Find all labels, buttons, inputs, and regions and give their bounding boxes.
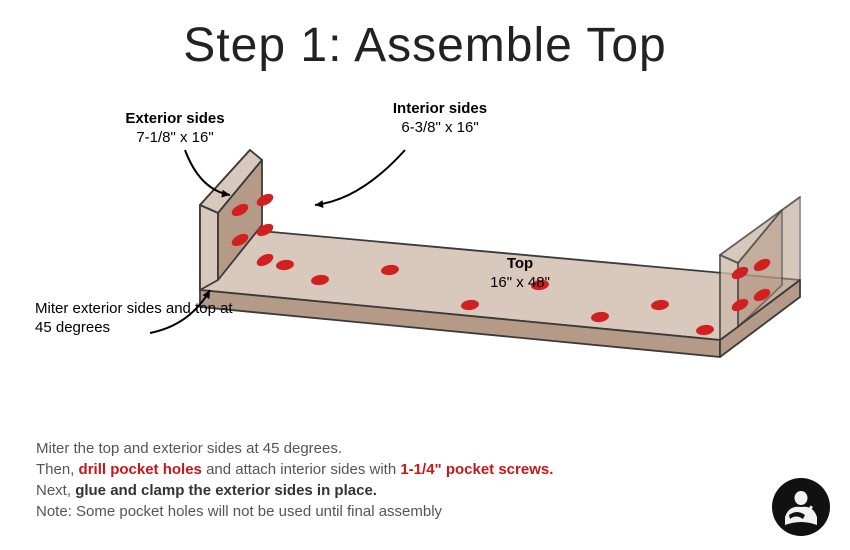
instruction-line: Next, glue and clamp the exterior sides … bbox=[36, 482, 736, 499]
brand-logo bbox=[772, 478, 830, 536]
label-miter: Miter exterior sides and top at 45 degre… bbox=[35, 300, 235, 338]
label-interior: Interior sides 6-3/8" x 16" bbox=[360, 100, 520, 138]
instructions-block: Miter the top and exterior sides at 45 d… bbox=[36, 440, 736, 524]
instruction-line: Miter the top and exterior sides at 45 d… bbox=[36, 440, 736, 457]
instruction-line: Then, drill pocket holes and attach inte… bbox=[36, 461, 736, 478]
assembly-diagram: Exterior sides 7-1/8" x 16" Interior sid… bbox=[40, 105, 810, 405]
label-exterior: Exterior sides 7-1/8" x 16" bbox=[95, 110, 255, 148]
label-top: Top 16" x 48" bbox=[440, 255, 600, 293]
instruction-line: Note: Some pocket holes will not be used… bbox=[36, 503, 736, 520]
page-title: Step 1: Assemble Top bbox=[0, 18, 850, 73]
diagram-svg bbox=[40, 105, 810, 405]
logo-icon bbox=[779, 485, 823, 529]
